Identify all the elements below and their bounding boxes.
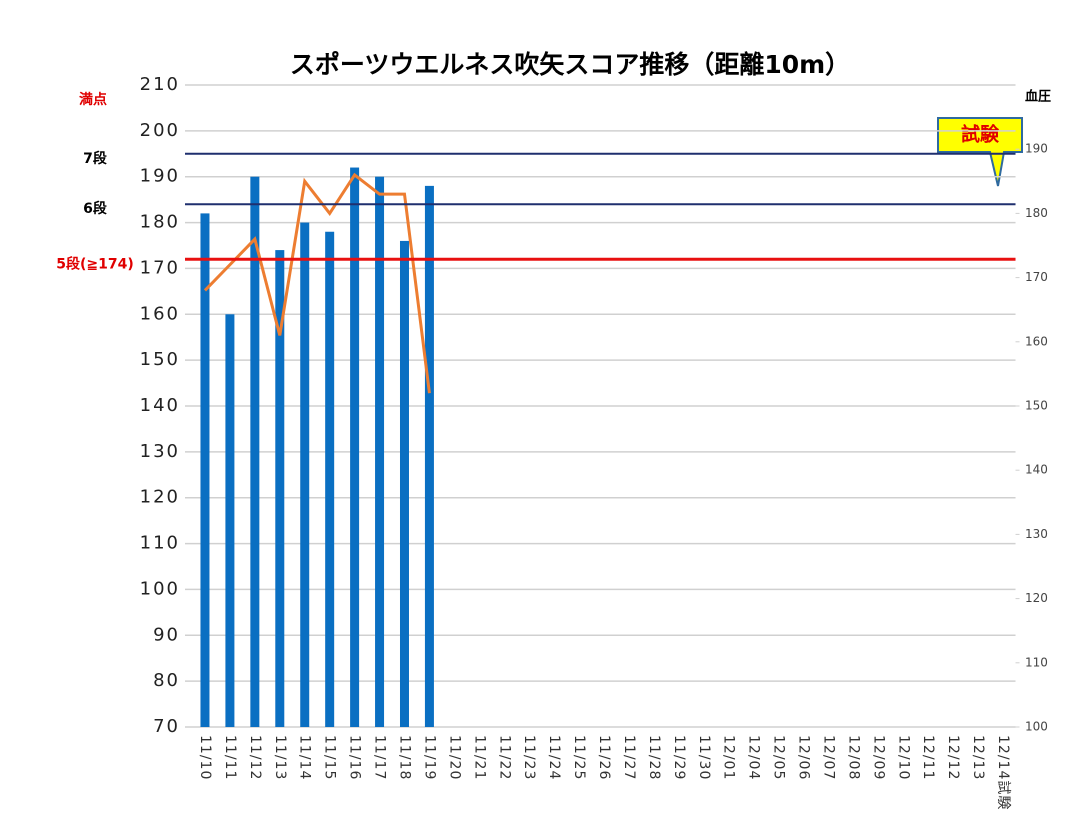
x-tick-label: 12/08	[845, 735, 861, 780]
y2-tick-label: 120	[1025, 591, 1048, 605]
x-tick-label: 11/29	[671, 735, 687, 780]
y-tick-label: 160	[140, 303, 180, 324]
x-tick-label: 11/28	[646, 735, 662, 780]
bar	[375, 176, 385, 727]
level-label: 5段(≧174)	[56, 255, 134, 272]
x-tick-label: 11/11	[222, 735, 238, 780]
bar	[424, 185, 434, 727]
y-tick-label: 190	[140, 166, 180, 187]
x-tick-label: 11/21	[471, 735, 487, 780]
callout: 試験	[937, 117, 1023, 187]
level-label: 6段	[83, 200, 107, 217]
x-tick-label: 11/14	[297, 735, 313, 780]
x-tick-label: 12/13	[970, 735, 986, 780]
x-tick-label: 11/20	[446, 735, 462, 780]
y-tick-label: 110	[140, 533, 180, 554]
y-tick-label: 140	[140, 395, 180, 416]
y-tick-label: 200	[140, 120, 180, 141]
bar	[250, 176, 260, 727]
y-tick-label: 130	[140, 441, 180, 462]
y-tick-label: 170	[140, 257, 180, 278]
x-tick-label: 11/12	[247, 735, 263, 780]
x-tick-label: 11/25	[571, 735, 587, 780]
bar	[275, 250, 285, 728]
bar	[200, 213, 210, 727]
y2-tick-label: 190	[1025, 142, 1048, 156]
callout-box	[937, 117, 1023, 187]
x-tick-label: 11/18	[396, 735, 412, 780]
x-tick-label: 11/19	[421, 735, 437, 780]
x-tick-label: 11/10	[197, 735, 213, 780]
y-tick-label: 210	[140, 74, 180, 95]
y2-tick-label: 110	[1025, 655, 1048, 669]
x-tick-label: 11/26	[596, 735, 612, 780]
x-tick-label: 11/30	[696, 735, 712, 780]
y-tick-label: 80	[153, 670, 180, 691]
y-tick-label: 70	[153, 716, 180, 737]
x-tick-label: 12/11	[920, 735, 936, 780]
y-tick-label: 120	[140, 487, 180, 508]
x-tick-label: 11/24	[546, 735, 562, 780]
bar	[300, 222, 310, 728]
y2-tick-label: 160	[1025, 334, 1048, 348]
y2-axis-label: 血圧	[1025, 89, 1051, 105]
y-tick-label: 180	[140, 212, 180, 233]
x-tick-label: 11/23	[521, 735, 537, 780]
y-tick-label: 150	[140, 349, 180, 370]
bar	[399, 240, 409, 727]
bar	[350, 167, 360, 728]
x-tick-label: 11/17	[372, 735, 388, 780]
line	[203, 172, 431, 394]
x-tick-label: 12/09	[870, 735, 886, 780]
y2-tick-label: 130	[1025, 527, 1048, 541]
level-label: 7段	[83, 150, 107, 167]
x-tick-label: 12/12	[945, 735, 961, 780]
level-label: 満点	[79, 91, 107, 108]
x-tick-label: 11/27	[621, 735, 637, 780]
bar	[325, 231, 335, 727]
y2-tick-label: 150	[1025, 399, 1048, 413]
x-tick-label: 12/04	[746, 735, 762, 780]
x-tick-label: 11/13	[272, 735, 288, 780]
chart-title: スポーツウエルネス吹矢スコア推移（距離10m）	[290, 50, 850, 79]
x-tick-label: 12/06	[796, 735, 812, 780]
y2-tick-label: 140	[1025, 463, 1048, 477]
y2-tick-label: 170	[1025, 270, 1048, 284]
x-tick-label: 12/01	[721, 735, 737, 780]
bar	[225, 314, 235, 727]
x-tick-label: 11/15	[322, 735, 338, 780]
x-tick-label: 12/14試験	[995, 735, 1011, 810]
x-tick-label: 12/05	[771, 735, 787, 780]
y-tick-label: 90	[153, 624, 180, 645]
y-tick-label: 100	[140, 578, 180, 599]
y2-tick-label: 180	[1025, 206, 1048, 220]
x-tick-label: 11/22	[496, 735, 512, 780]
callout-text: 試験	[961, 123, 1000, 146]
x-tick-label: 11/16	[347, 735, 363, 780]
y2-tick-label: 100	[1025, 720, 1048, 734]
x-tick-label: 12/07	[820, 735, 836, 780]
x-tick-label: 12/10	[895, 735, 911, 780]
